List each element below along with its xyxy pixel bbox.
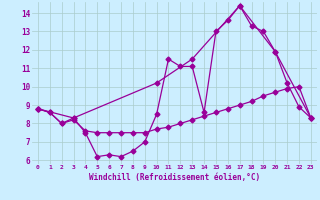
X-axis label: Windchill (Refroidissement éolien,°C): Windchill (Refroidissement éolien,°C) <box>89 173 260 182</box>
